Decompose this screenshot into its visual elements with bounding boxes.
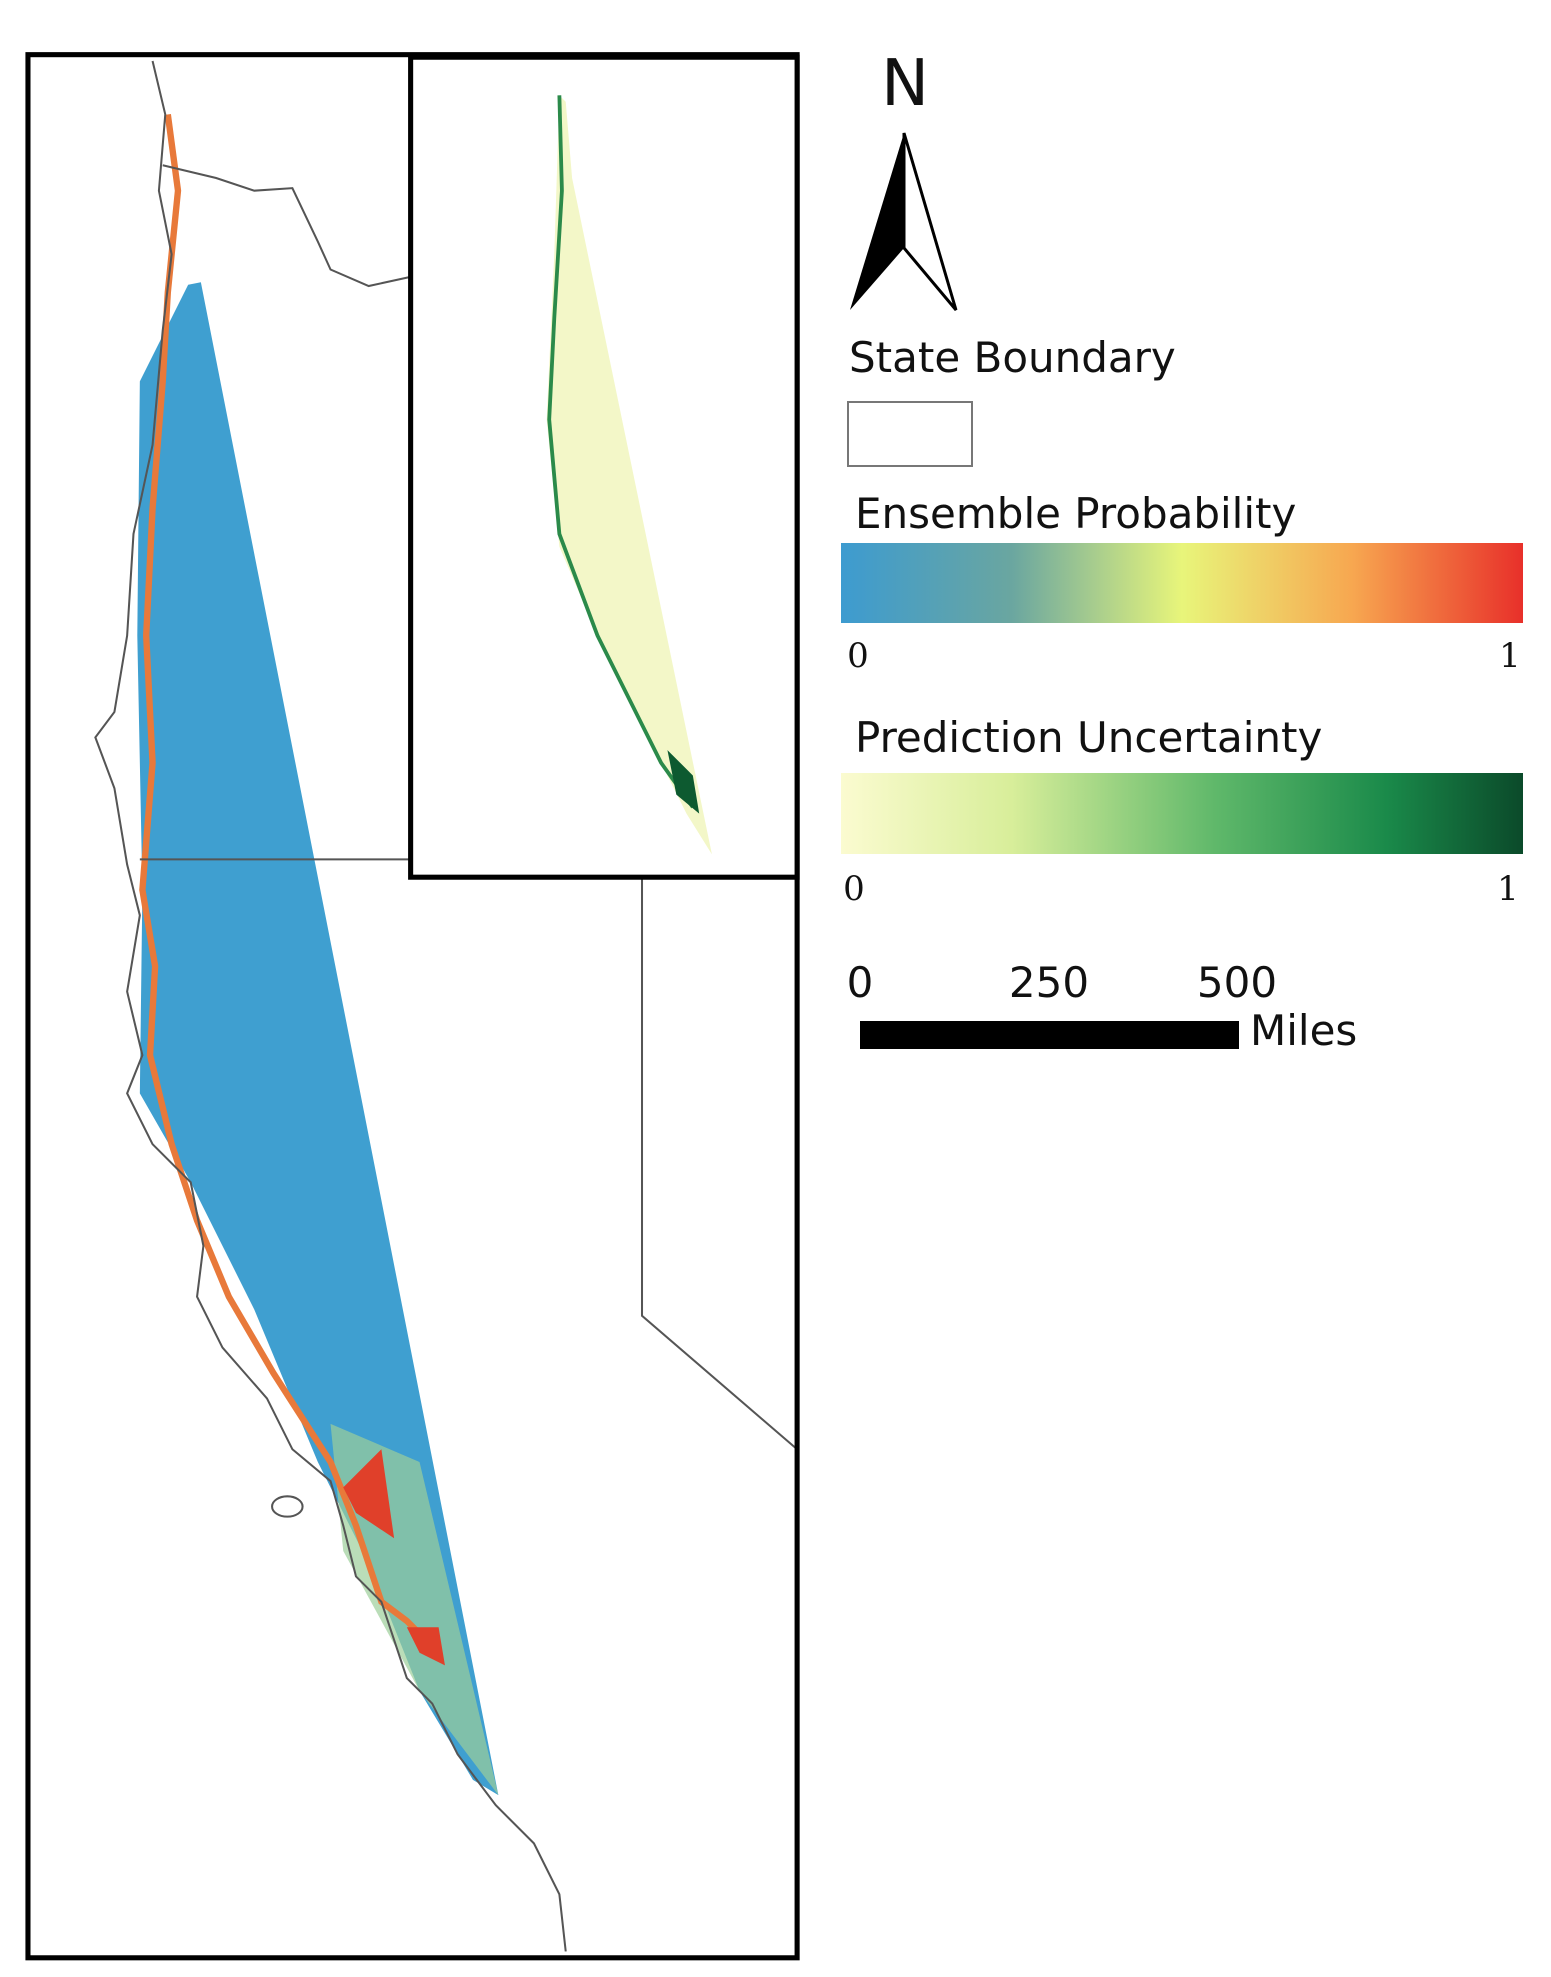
north-label: N (881, 47, 929, 121)
probability-max: 1 (1499, 636, 1521, 676)
scale-bar (860, 1021, 1239, 1049)
scale-tick: 500 (1197, 958, 1277, 1007)
uncertainty-hotspot (667, 750, 700, 814)
uncertainty-raster (546, 95, 712, 855)
california-nevada-border (139, 858, 798, 1451)
probability-ramp (841, 543, 1523, 623)
bay-hotspot (343, 1449, 445, 1666)
uncertainty-min: 0 (843, 869, 865, 909)
oregon-border (162, 164, 410, 288)
island (271, 1495, 304, 1518)
scale-tick: 250 (1009, 958, 1089, 1007)
coastal-high-probability (139, 113, 441, 1655)
uncertainty-max: 1 (1497, 869, 1519, 909)
probability-raster (137, 282, 499, 1796)
probability-min: 0 (847, 636, 869, 676)
north-arrow-left (850, 133, 904, 310)
legend-state-boundary: State Boundary (849, 333, 1176, 382)
scale-tick: 0 (847, 958, 874, 1007)
map-area (25, 52, 800, 1961)
legend-probability-title: Ensemble Probability (855, 489, 1296, 538)
uncertainty-ramp (841, 773, 1523, 854)
state-boundary-swatch (847, 401, 973, 467)
scale-unit: Miles (1250, 1006, 1357, 1055)
uncertainty-high (547, 95, 695, 809)
legend-uncertainty-title: Prediction Uncertainty (855, 713, 1322, 762)
north-arrow-right (902, 132, 958, 311)
coastline (94, 60, 567, 1952)
